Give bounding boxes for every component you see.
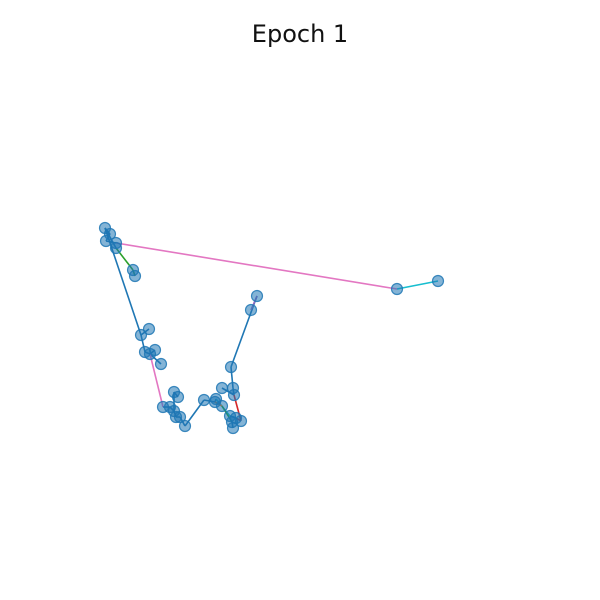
connector-line bbox=[396, 280, 439, 290]
data-point bbox=[234, 414, 248, 428]
data-point bbox=[173, 410, 187, 424]
data-point bbox=[226, 381, 240, 395]
data-point bbox=[154, 357, 168, 371]
connector-line bbox=[115, 242, 398, 290]
connector-line bbox=[149, 353, 164, 408]
data-point bbox=[109, 241, 123, 255]
data-point bbox=[178, 419, 192, 433]
data-point bbox=[197, 393, 211, 407]
data-point bbox=[390, 282, 404, 296]
data-point bbox=[215, 381, 229, 395]
data-point bbox=[171, 390, 185, 404]
data-point bbox=[148, 343, 162, 357]
data-point bbox=[142, 322, 156, 336]
chart-title: Epoch 1 bbox=[251, 20, 349, 48]
data-point bbox=[244, 303, 258, 317]
data-point bbox=[250, 289, 264, 303]
data-point bbox=[215, 399, 229, 413]
data-point bbox=[98, 221, 112, 235]
data-point bbox=[128, 269, 142, 283]
data-point bbox=[224, 360, 238, 374]
data-point bbox=[431, 274, 445, 288]
data-point bbox=[134, 328, 148, 342]
